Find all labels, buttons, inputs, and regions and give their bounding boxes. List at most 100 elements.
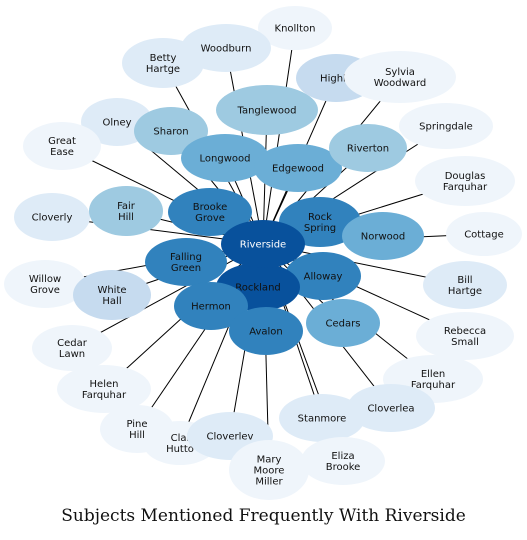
node-cloverly-shape — [14, 193, 90, 241]
hub-node-shape — [221, 220, 305, 268]
node-white-hall-shape — [73, 270, 151, 320]
node-stanmore: Stanmore — [279, 394, 365, 442]
node-mary-moore-miller-label: Mary Moore Miller — [254, 455, 285, 488]
node-knollton-label: Knollton — [275, 24, 316, 35]
node-pine-hill-label: Pine Hill — [126, 419, 147, 441]
node-mary-moore-miller: Mary Moore Miller — [229, 440, 309, 500]
node-sharon: Sharon — [134, 107, 208, 155]
node-bill-hartge-shape — [423, 261, 507, 309]
node-cottage: Cottage — [446, 212, 522, 256]
node-stanmore-label: Stanmore — [298, 414, 347, 425]
node-fair-hill: Fair Hill — [89, 186, 163, 236]
node-knollton: Knollton — [258, 6, 332, 50]
node-cedar-lawn-shape — [32, 325, 112, 371]
node-woodburn-label: Woodburn — [201, 44, 252, 55]
node-helen-farquhar: Helen Farquhar — [57, 365, 151, 413]
node-cedar-lawn: Cedar Lawn — [32, 325, 112, 371]
node-rebecca-small-label: Rebecca Small — [444, 326, 486, 348]
node-eliza-brooke-label: Eliza Brooke — [326, 451, 361, 473]
edge-knollton — [262, 27, 296, 245]
node-olney-label: Olney — [102, 118, 131, 129]
edge-cedar-lawn — [71, 243, 264, 349]
node-rock-spring-label: Rock Spring — [304, 212, 336, 234]
node-alloway-label: Alloway — [304, 272, 343, 283]
node-eliza-brooke: Eliza Brooke — [301, 437, 385, 485]
node-avalon: Avalon — [229, 307, 303, 355]
node-avalon-label: Avalon — [249, 327, 283, 338]
node-fair-hill-shape — [89, 186, 163, 236]
node-riverton-label: Riverton — [347, 144, 389, 155]
node-willow-grove: Willow Grove — [4, 260, 86, 308]
node-hermon: Hermon — [174, 282, 248, 330]
node-longwood-shape — [181, 134, 269, 182]
node-riverton: Riverton — [329, 124, 407, 172]
node-edgewood-shape — [254, 144, 342, 192]
node-cedars: Cedars — [306, 299, 380, 347]
node-brooke-grove: Brooke Grove — [168, 188, 252, 236]
node-springdale-shape — [399, 103, 493, 149]
node-edgewood: Edgewood — [254, 144, 342, 192]
node-willow-grove-label: Willow Grove — [29, 274, 61, 296]
node-falling-green-shape — [145, 238, 227, 286]
node-falling-green-label: Falling Green — [170, 252, 202, 274]
node-hermon-label: Hermon — [191, 302, 231, 313]
network-graph: Knollton Woodburn Betty Hartge Highla Sylvia W… — [4, 6, 522, 500]
node-norwood-label: Norwood — [361, 232, 405, 243]
node-white-hall: White Hall — [73, 270, 151, 320]
node-bill-hartge: Bill Hartge — [423, 261, 507, 309]
node-cottage-shape — [446, 212, 522, 256]
node-longwood: Longwood — [181, 134, 269, 182]
node-cloverlea-shape — [347, 384, 435, 432]
node-brooke-grove-shape — [168, 188, 252, 236]
node-longwood-label: Longwood — [200, 154, 251, 165]
node-great-ease-label: Great Ease — [48, 136, 76, 158]
node-tanglewood: Tanglewood — [216, 85, 318, 135]
node-mary-moore-miller-shape — [229, 440, 309, 500]
node-highla-label: Highla — [320, 74, 352, 85]
node-norwood-shape — [342, 212, 424, 260]
node-betty-hartge: Betty Hartge — [122, 38, 204, 88]
hub-node-label: Riverside — [240, 240, 286, 251]
node-cloverlea-label: Cloverlea — [367, 404, 414, 415]
node-helen-farquhar-label: Helen Farquhar — [82, 379, 127, 401]
node-cloverly-label: Cloverly — [32, 213, 73, 224]
node-sylvia-woodward-shape — [344, 51, 456, 103]
hub-node: Riverside — [221, 220, 305, 268]
node-sylvia-woodward-label: Sylvia Woodward — [374, 67, 426, 89]
node-ellen-farquhar-label: Ellen Farquhar — [411, 369, 456, 391]
node-sharon-shape — [134, 107, 208, 155]
node-knollton-shape — [258, 6, 332, 50]
node-douglas-farquhar: Douglas Farquhar — [415, 156, 515, 206]
node-bill-hartge-label: Bill Hartge — [448, 275, 482, 297]
node-betty-hartge-label: Betty Hartge — [146, 53, 180, 75]
node-douglas-farquhar-label: Douglas Farquhar — [443, 171, 488, 193]
node-sylvia-woodward: Sylvia Woodward — [344, 51, 456, 103]
node-cedars-label: Cedars — [326, 319, 361, 330]
node-rockland-label: Rockland — [235, 283, 281, 294]
node-great-ease: Great Ease — [23, 122, 101, 170]
node-white-hall-label: White Hall — [97, 285, 126, 307]
node-stanmore-shape — [279, 394, 365, 442]
node-edgewood-label: Edgewood — [272, 164, 324, 175]
node-falling-green: Falling Green — [145, 238, 227, 286]
node-sharon-label: Sharon — [153, 127, 188, 138]
node-springdale: Springdale — [399, 103, 493, 149]
node-helen-farquhar-shape — [57, 365, 151, 413]
node-tanglewood-shape — [216, 85, 318, 135]
diagram-title: Subjects Mentioned Frequently With River… — [61, 506, 466, 526]
node-riverton-shape — [329, 124, 407, 172]
node-hermon-shape — [174, 282, 248, 330]
node-cloverlea: Cloverlea — [347, 384, 435, 432]
node-eliza-brooke-shape — [301, 437, 385, 485]
node-great-ease-shape — [23, 122, 101, 170]
node-cedars-shape — [306, 299, 380, 347]
node-cedar-lawn-label: Cedar Lawn — [57, 338, 88, 360]
node-betty-hartge-shape — [122, 38, 204, 88]
node-cloverly: Cloverly — [14, 193, 90, 241]
node-cottage-label: Cottage — [464, 230, 504, 241]
node-clai-hutto-label: Clai Hutto — [166, 433, 194, 455]
node-rebecca-small: Rebecca Small — [416, 312, 514, 360]
node-alloway-shape — [285, 252, 361, 300]
node-avalon-shape — [229, 307, 303, 355]
